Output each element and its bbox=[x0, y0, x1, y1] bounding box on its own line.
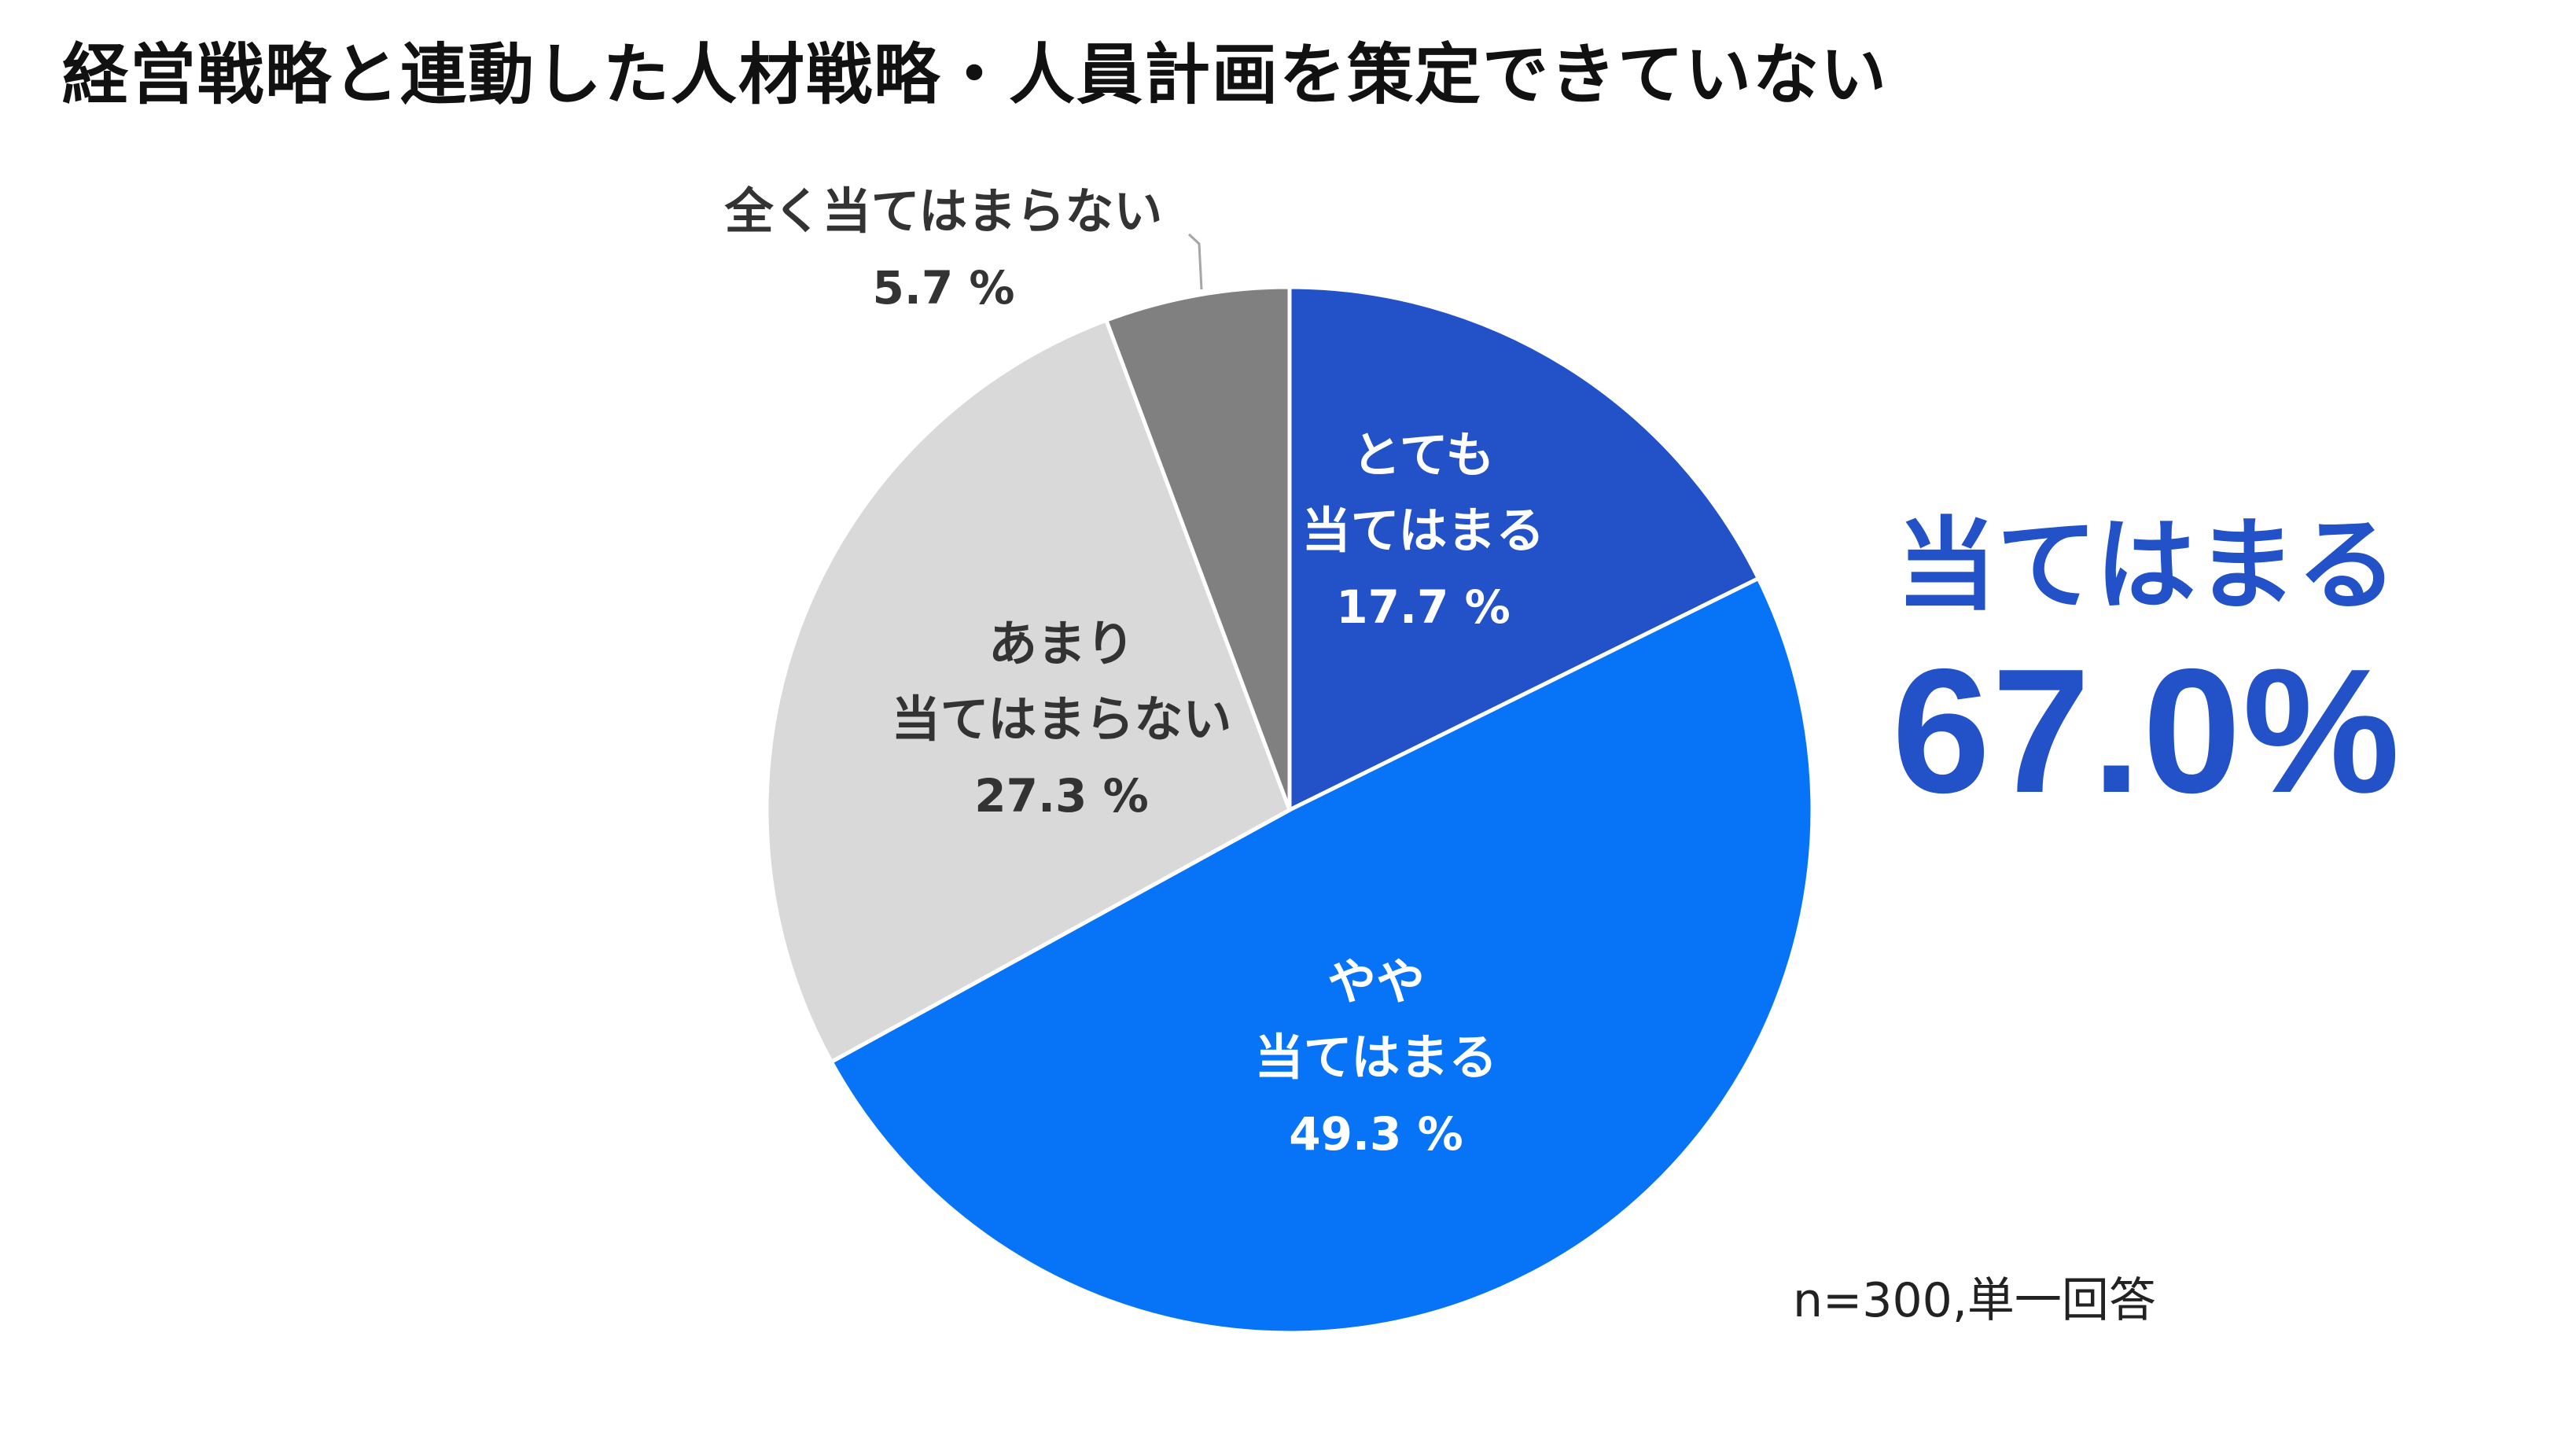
pie-slice-1 bbox=[828, 576, 1815, 1335]
slice-value-label-1: 49.3 % bbox=[1289, 1107, 1463, 1161]
slice-category-label-0: とても bbox=[1352, 426, 1494, 484]
pie-slice-3 bbox=[1103, 285, 1292, 811]
slice-category-label-2: あまり bbox=[988, 615, 1135, 672]
slice-category-label-0: 当てはまる bbox=[1302, 502, 1545, 559]
summary-value: 67.0% bbox=[1892, 631, 2401, 830]
pie-slice-2 bbox=[764, 317, 1293, 1065]
pie-slice-0 bbox=[1287, 285, 1761, 814]
chart-title: 経営戦略と連動した人材戦略・人員計画を策定できていない bbox=[61, 36, 1888, 113]
slice-category-label-1: やや bbox=[1327, 953, 1425, 1010]
slice-category-label-2: 当てはまらない bbox=[892, 690, 1232, 748]
sample-note: n=300,単一回答 bbox=[1793, 1273, 2156, 1328]
slice-value-label-0: 17.7 % bbox=[1336, 580, 1510, 634]
leader-line-3 bbox=[1187, 233, 1203, 290]
pie-slices bbox=[764, 285, 1815, 1335]
slice-category-label-1: 当てはまる bbox=[1255, 1029, 1498, 1086]
slice-value-label-3: 5.7 % bbox=[872, 261, 1014, 315]
summary-label: 当てはまる bbox=[1896, 507, 2398, 624]
slice-value-label-2: 27.3 % bbox=[974, 769, 1148, 823]
slice-category-label-3: 全く当てはまらない bbox=[724, 182, 1163, 240]
